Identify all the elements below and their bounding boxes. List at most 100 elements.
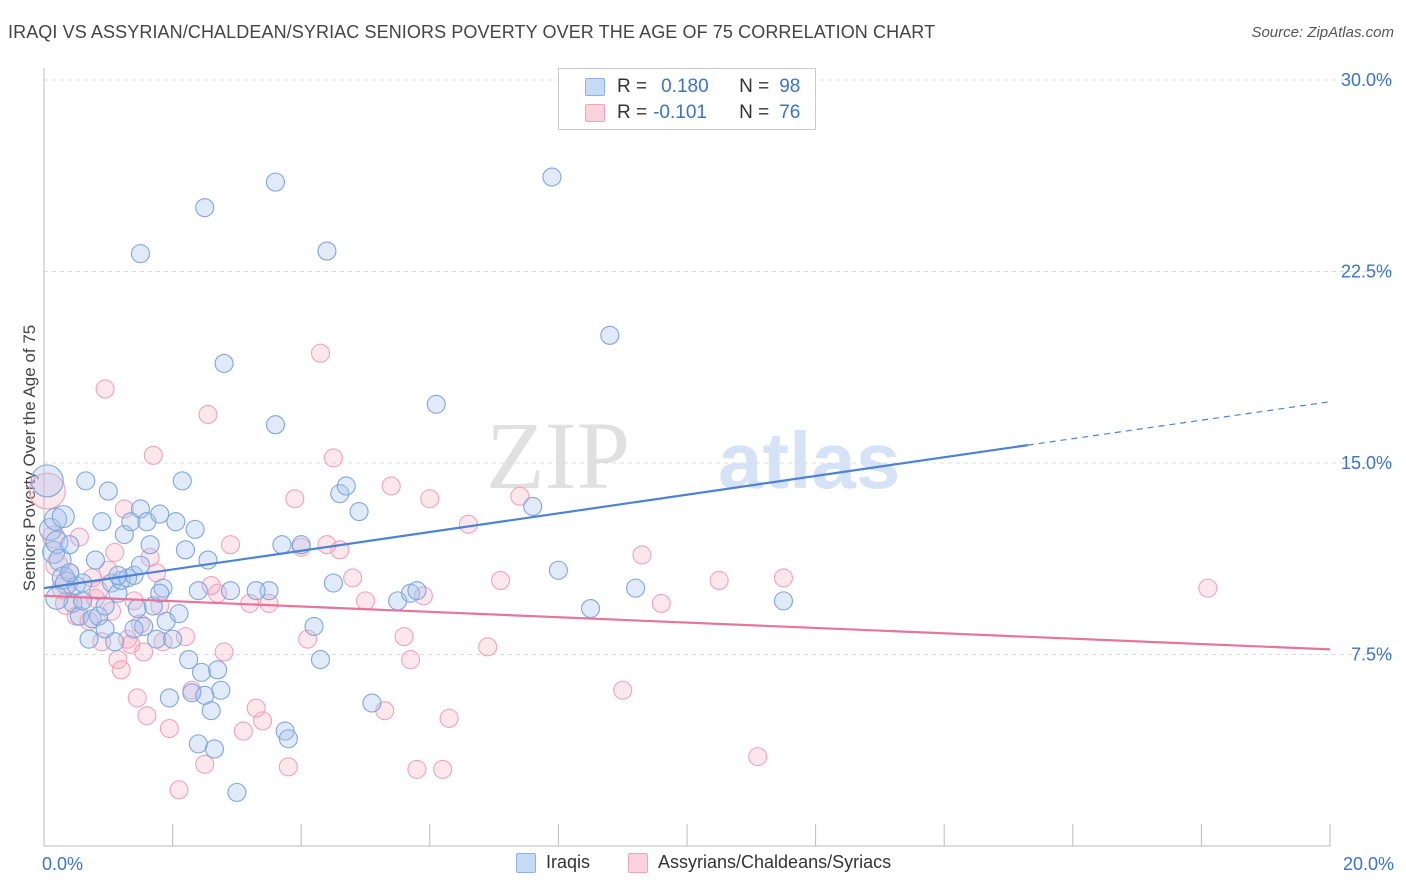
iraqi-point [51, 505, 75, 529]
legend-n-value: 98 [779, 76, 801, 97]
iraqi-point [188, 581, 208, 601]
iraqi-point [330, 484, 350, 504]
iraqi-point [150, 504, 170, 524]
iraqi-point [130, 244, 150, 264]
legend-row-assyrians: R = -0.101 N = 76 [585, 100, 800, 126]
legend-row-iraqis: R = 0.180 N = 98 [585, 74, 800, 100]
iraqi-point [227, 782, 247, 802]
watermark-atlas: atlas [718, 416, 900, 505]
assyrian-point [407, 759, 427, 779]
iraqi-point [349, 501, 369, 522]
assyrian-point [127, 688, 147, 708]
iraqi-point [179, 650, 199, 670]
assyrian-point [478, 637, 498, 657]
assyrian-point [130, 614, 150, 634]
iraqi-point [60, 535, 80, 555]
iraqi-point [191, 662, 212, 682]
iraqi-point [163, 629, 183, 649]
y-tick-label: 22.5% [1341, 262, 1392, 282]
assyrian-point [439, 708, 459, 728]
assyrian-point [490, 570, 511, 591]
iraqi-point [208, 660, 228, 680]
assyrian-point [198, 404, 218, 425]
iraqi-point [48, 548, 72, 572]
iraqi-point [188, 734, 208, 754]
assyrian-point [101, 601, 122, 621]
assyrian-point [748, 747, 768, 767]
assyrian-point [420, 489, 440, 509]
x-tick-label: 0.0% [42, 854, 83, 874]
y-tick-label: 7.5% [1351, 645, 1392, 665]
iraqi-point [198, 550, 218, 570]
assyrian-point [709, 570, 729, 591]
assyrian-point [159, 718, 179, 739]
iraqi-point [265, 172, 286, 192]
iraqi-point [73, 591, 93, 611]
iraqi-point [548, 560, 568, 580]
iraqi-point [85, 550, 105, 570]
assyrian-point [651, 593, 671, 613]
iraqi-point [211, 680, 231, 700]
legend-n-label: N = [739, 102, 770, 123]
y-tick-label: 15.0% [1341, 453, 1392, 473]
iraqi-point [175, 540, 196, 560]
iraqi-point [105, 632, 125, 652]
iraqi-point [580, 598, 601, 619]
assyrian-point [285, 489, 305, 509]
iraqi-point [407, 581, 427, 601]
assyrian-point [95, 379, 115, 399]
assyrian-point [343, 568, 363, 588]
legend-n-value: 76 [779, 102, 801, 123]
assyrian-point [278, 757, 298, 777]
iraqi-point [600, 325, 620, 345]
iraqi-point [127, 598, 147, 619]
iraqi-point [542, 167, 562, 187]
iraqi-point [140, 535, 160, 555]
legend-swatch-assyrians [585, 104, 605, 122]
series-label-iraqis: Iraqis [546, 852, 591, 872]
iraqi-point [275, 721, 295, 741]
iraqi-point [79, 629, 99, 649]
iraqi-point [159, 688, 179, 708]
iraqi-point [246, 581, 266, 601]
iraqi-point [220, 581, 241, 601]
gridlines [44, 79, 1392, 655]
legend-n-label: N = [739, 76, 770, 97]
watermark: ZIP atlas [486, 402, 900, 509]
assyrian-point [253, 711, 273, 731]
assyrian-point [458, 514, 478, 534]
iraqi-point [30, 464, 64, 498]
iraqi-point [45, 530, 69, 554]
assyrian-point [105, 542, 125, 562]
iraqi-point [204, 739, 224, 759]
iraqi-point [362, 693, 382, 713]
assyrian-point [381, 476, 401, 496]
watermark-zip: ZIP [486, 402, 630, 509]
legend-r-label: R = [617, 102, 648, 123]
iraqi-trend-line [43, 444, 1028, 590]
iraqi-point [169, 604, 189, 624]
iraqi-point [166, 512, 186, 532]
assyrian-point [400, 650, 421, 670]
iraqi-point [95, 596, 115, 616]
chart-title: IRAQI VS ASSYRIAN/CHALDEAN/SYRIAC SENIOR… [8, 22, 936, 42]
assyrian-point [214, 642, 234, 662]
assyrian-point [111, 660, 131, 680]
iraqi-point [272, 535, 292, 555]
iraqi-point [76, 471, 96, 491]
iraqi-point [130, 555, 150, 575]
x-tick-label: 20.0% [1343, 854, 1394, 874]
tick-labels: 7.5% 15.0% 22.5% 30.0% 0.0% 20.0% [42, 70, 1394, 874]
series-legend-assyrians: Assyrians/Chaldeans/Syriacs [628, 852, 891, 873]
assyrian-point [355, 591, 376, 611]
axes [43, 68, 1331, 847]
iraqi-point [523, 496, 543, 516]
iraqi-point [317, 241, 337, 261]
iraqi-point [92, 512, 112, 532]
iraqi-point [185, 519, 205, 539]
iraqi-trend-extension [1027, 401, 1331, 446]
assyrian-trend-line [43, 594, 1331, 651]
assyrian-point [137, 706, 157, 726]
iraqi-point [304, 616, 324, 636]
